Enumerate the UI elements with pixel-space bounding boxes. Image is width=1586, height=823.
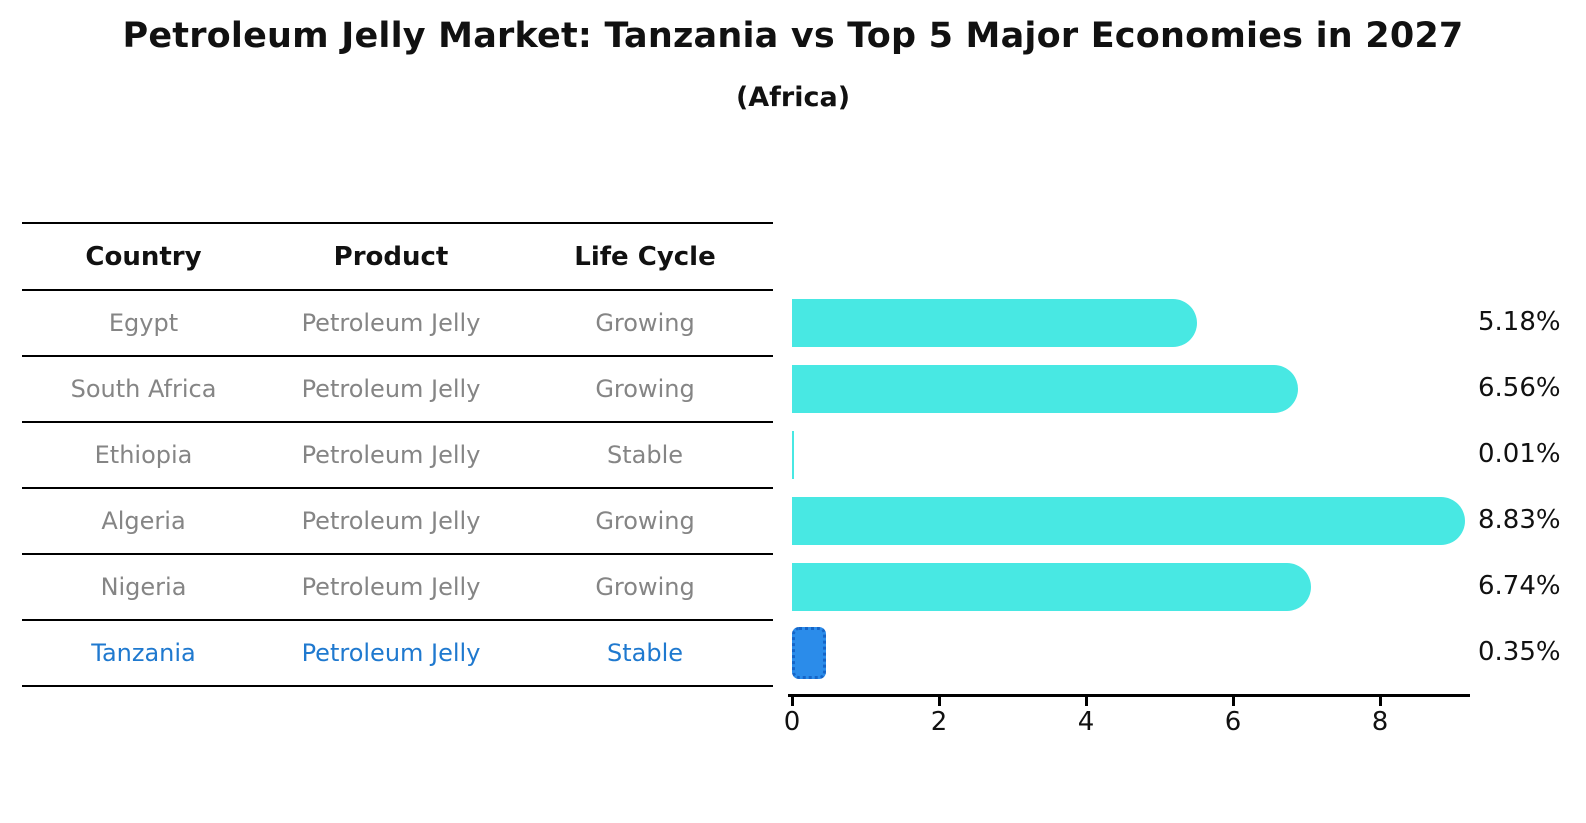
x-tick-0	[791, 697, 794, 706]
cell-product: Petroleum Jelly	[301, 573, 481, 601]
table-header-row: Country Product Life Cycle	[22, 224, 773, 291]
chart-subtitle: (Africa)	[735, 82, 851, 113]
value-label-nigeria: 6.74%	[1478, 571, 1561, 601]
x-tick-6	[1232, 697, 1235, 706]
cell-life-cycle: Stable	[606, 639, 684, 667]
cell-product: Petroleum Jelly	[301, 639, 481, 667]
value-label-egypt: 5.18%	[1478, 307, 1561, 337]
bar-nigeria	[792, 563, 1312, 611]
table-header-country: Country	[85, 241, 202, 272]
cell-product: Petroleum Jelly	[301, 375, 481, 403]
cell-country: South Africa	[70, 375, 217, 403]
bar-ethiopia	[792, 431, 794, 479]
x-axis: 0 2 4 6 8	[784, 694, 1470, 754]
cell-life-cycle: Growing	[595, 375, 695, 403]
x-tick-2	[938, 697, 941, 706]
table-row-egypt: Egypt Petroleum Jelly Growing	[22, 291, 773, 357]
table-header-life-cycle: Life Cycle	[574, 241, 716, 272]
value-label-south-africa: 6.56%	[1478, 373, 1561, 403]
cell-life-cycle: Stable	[606, 441, 684, 469]
bar-egypt	[792, 299, 1197, 347]
cell-country: Nigeria	[100, 573, 187, 601]
x-tick-label-0: 0	[783, 707, 801, 737]
value-label-algeria: 8.83%	[1478, 505, 1561, 535]
x-tick-label-6: 6	[1224, 707, 1242, 737]
table-row-tanzania: Tanzania Petroleum Jelly Stable	[22, 621, 773, 687]
cell-country: Algeria	[101, 507, 186, 535]
cell-life-cycle: Growing	[595, 507, 695, 535]
cell-product: Petroleum Jelly	[301, 507, 481, 535]
bar-chart	[792, 290, 1472, 686]
cell-country: Ethiopia	[94, 441, 193, 469]
x-tick-label-4: 4	[1077, 707, 1095, 737]
cell-life-cycle: Growing	[595, 573, 695, 601]
table-row-nigeria: Nigeria Petroleum Jelly Growing	[22, 555, 773, 621]
x-tick-label-8: 8	[1371, 707, 1389, 737]
cell-product: Petroleum Jelly	[301, 309, 481, 337]
value-label-tanzania: 0.35%	[1478, 637, 1561, 667]
cell-country: Tanzania	[91, 639, 196, 667]
country-table: Country Product Life Cycle Egypt Petrole…	[22, 222, 773, 687]
chart-title: Petroleum Jelly Market: Tanzania vs Top …	[122, 16, 1464, 56]
bar-south-africa	[792, 365, 1299, 413]
value-label-ethiopia: 0.01%	[1478, 439, 1561, 469]
cell-country: Egypt	[108, 309, 179, 337]
bar-algeria	[792, 497, 1465, 545]
x-tick-8	[1379, 697, 1382, 706]
x-tick-4	[1085, 697, 1088, 706]
value-labels: 5.18% 6.56% 0.01% 8.83% 6.74% 0.35%	[1478, 289, 1561, 685]
bar-tanzania-highlighted	[792, 627, 826, 679]
cell-life-cycle: Growing	[595, 309, 695, 337]
cell-product: Petroleum Jelly	[301, 441, 481, 469]
x-tick-label-2: 2	[930, 707, 948, 737]
table-row-south-africa: South Africa Petroleum Jelly Growing	[22, 357, 773, 423]
x-axis-line	[788, 694, 1470, 697]
table-row-algeria: Algeria Petroleum Jelly Growing	[22, 489, 773, 555]
table-row-ethiopia: Ethiopia Petroleum Jelly Stable	[22, 423, 773, 489]
table-header-product: Product	[333, 241, 449, 272]
